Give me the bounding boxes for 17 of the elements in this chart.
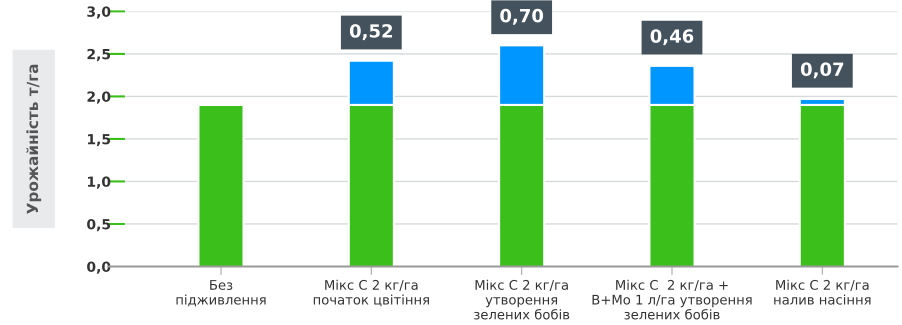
data-label: 0,52 (350, 24, 392, 40)
y-tick-label: 3,0 (87, 6, 110, 19)
x-tick-label: Мікс С 2 кг/га початок цвітіння (314, 280, 429, 306)
data-label: 0,07 (800, 62, 844, 78)
data-label: 0,70 (500, 8, 544, 25)
y-tick-label: 0,0 (87, 261, 110, 274)
x-tick-label: Мікс С 2 кг/га + B+Mo 1 л/га утворення зелених бобів (592, 280, 752, 320)
y-tick-label: 2,5 (88, 48, 110, 62)
x-tick-label: Мікс С 2 кг/га налив насіння (774, 280, 870, 305)
y-axis-title: Урожайність т/га (26, 64, 42, 214)
y-tick-label: 0,5 (87, 218, 110, 232)
x-tick-label: Без підживлення (176, 280, 266, 306)
x-tick-label: Мікс С 2 кг/га утворення зелених бобів (474, 280, 570, 320)
y-tick-label: 1,5 (88, 134, 110, 146)
y-tick-label: 1,0 (88, 176, 110, 189)
data-label: 0,46 (650, 29, 694, 46)
y-tick-label: 2,0 (88, 91, 110, 104)
